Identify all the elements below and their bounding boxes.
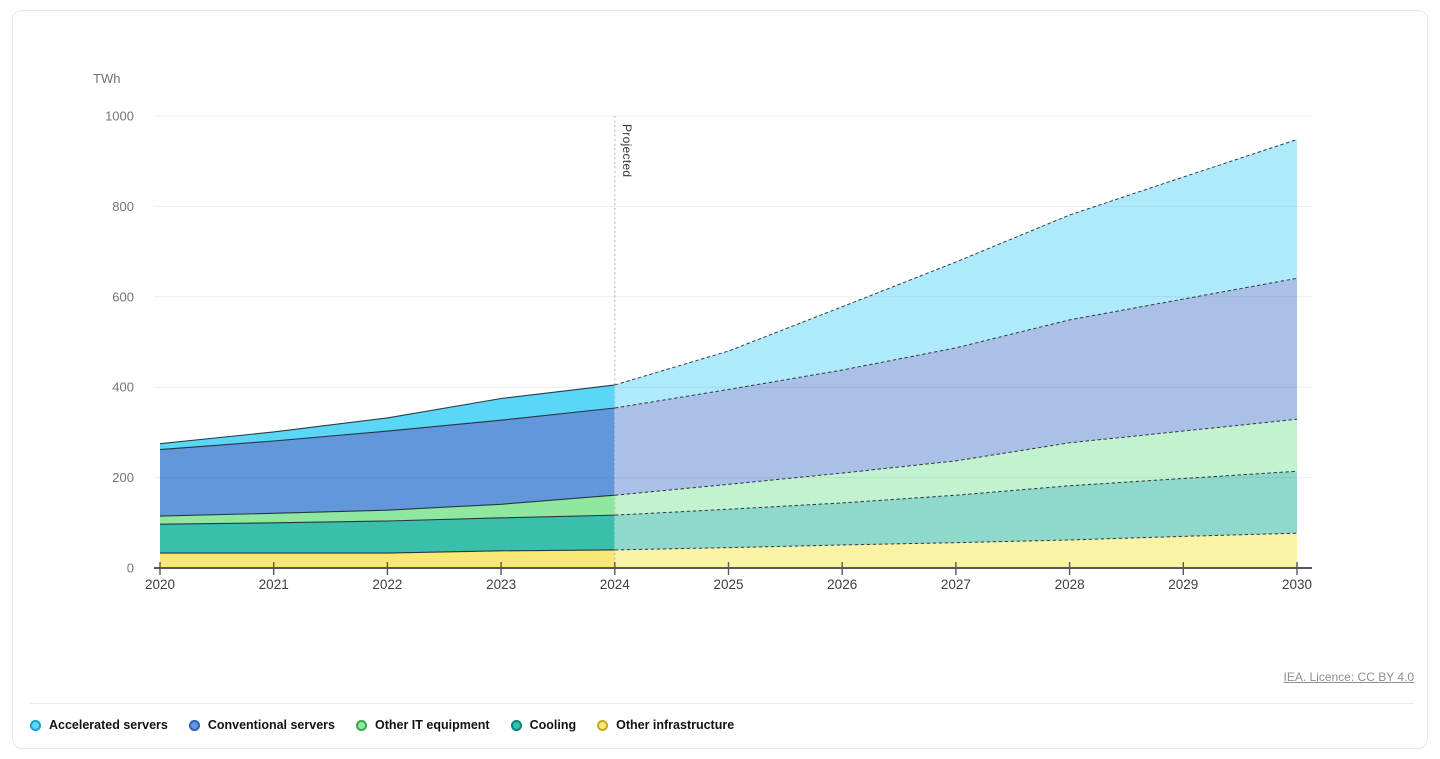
x-tick-label-2021: 2021 [259,577,289,592]
legend-label: Other IT equipment [374,718,490,732]
x-tick-label-2026: 2026 [827,577,857,592]
x-tick-label-2028: 2028 [1055,577,1085,592]
x-tick-label-2020: 2020 [145,577,175,592]
legend-item-accelerated-servers[interactable]: Accelerated servers [30,718,168,732]
legend-swatch-icon [510,719,522,731]
series-boundary-other-it-equipment-projected [614,418,1298,496]
source-link[interactable]: IEA. Licence: CC BY 4.0 [1283,670,1414,684]
area-other-infrastructure-projected [614,533,1297,568]
x-tick-label-2024: 2024 [600,577,631,592]
series-boundary-cooling [159,514,615,525]
legend-label: Cooling [529,718,577,732]
series-boundary-conventional-servers [159,407,615,451]
area-accelerated-servers [160,384,615,450]
y-tick-label-800: 800 [112,199,134,214]
legend-swatch-icon [188,719,200,731]
source-row: IEA. Licence: CC BY 4.0 [30,668,1414,686]
legend-swatch-icon [30,719,41,731]
y-tick-label-200: 200 [112,470,134,485]
legend-swatch-icon [355,719,367,731]
legend-label: Accelerated servers [49,718,168,732]
series-boundary-conventional-servers-projected [614,277,1298,409]
x-tick-label-2027: 2027 [941,577,971,592]
y-axis-unit-label: TWh [93,71,121,86]
area-other-it-equipment [160,495,615,525]
y-tick-label-0: 0 [127,561,134,576]
x-tick-label-2023: 2023 [486,577,516,592]
series-boundary-other-infrastructure [160,549,615,554]
legend-item-other-it-equipment[interactable]: Other IT equipment [355,718,490,732]
x-tick-label-2030: 2030 [1282,577,1312,592]
projected-annotation: Projected [620,124,634,178]
area-conventional-servers [160,407,615,517]
x-tick-label-2022: 2022 [372,577,402,592]
chart-legend: Accelerated servers Conventional servers O… [30,703,1414,732]
x-tick-label-2029: 2029 [1168,577,1198,592]
area-accelerated-servers-projected [614,139,1297,408]
y-tick-label-400: 400 [112,380,134,395]
x-tick-label-2025: 2025 [713,577,743,592]
legend-item-other-infrastructure[interactable]: Other infrastructure [597,718,734,732]
area-conventional-servers-projected [614,278,1297,496]
legend-swatch-icon [597,719,609,731]
y-tick-label-600: 600 [112,289,134,304]
series-boundary-accelerated-servers [159,384,615,445]
series-boundary-accelerated-servers-projected [614,139,1298,386]
legend-item-conventional-servers[interactable]: Conventional servers [188,718,335,732]
legend-label: Other infrastructure [616,718,735,732]
area-other-it-equipment-projected [614,419,1297,516]
area-cooling [160,515,615,554]
legend-label: Conventional servers [207,718,335,732]
legend-item-cooling[interactable]: Cooling [510,718,577,732]
series-boundary-other-it-equipment [159,494,615,517]
area-cooling-projected [614,471,1297,550]
y-tick-label-1000: 1000 [105,109,134,124]
